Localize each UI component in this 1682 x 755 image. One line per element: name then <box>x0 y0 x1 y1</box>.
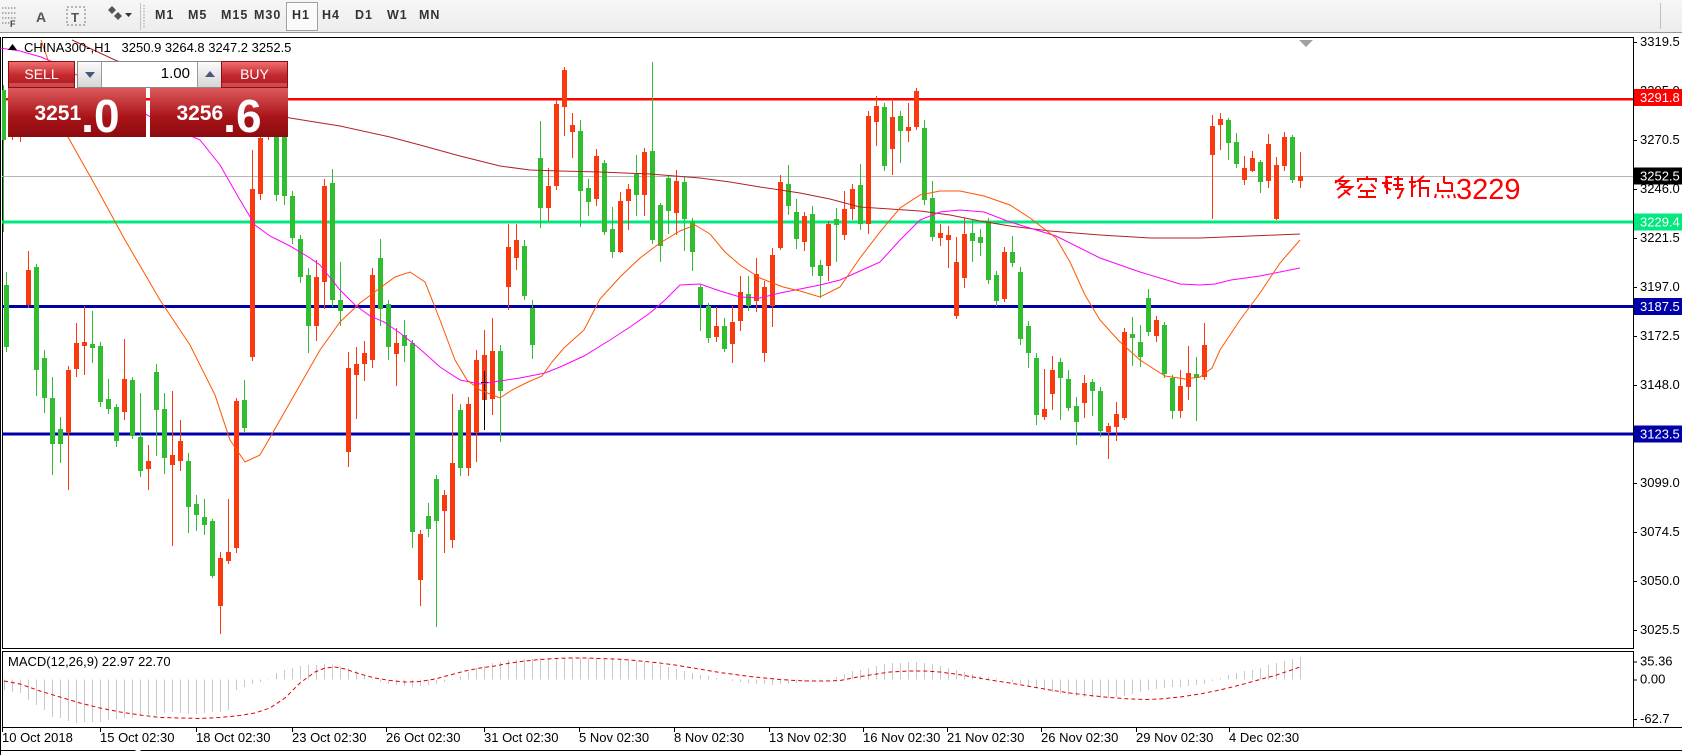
svg-text:8 Nov 02:30: 8 Nov 02:30 <box>674 730 744 745</box>
svg-text:A: A <box>36 9 46 25</box>
svg-text:3291.8: 3291.8 <box>1640 90 1680 105</box>
svg-text:16 Nov 02:30: 16 Nov 02:30 <box>863 730 940 745</box>
svg-text:3172.5: 3172.5 <box>1640 328 1680 343</box>
svg-text:13 Nov 02:30: 13 Nov 02:30 <box>769 730 846 745</box>
svg-text:35.36: 35.36 <box>1640 654 1673 669</box>
svg-text:3099.0: 3099.0 <box>1640 475 1680 490</box>
svg-text:3246.0: 3246.0 <box>1640 181 1680 196</box>
svg-text:3123.5: 3123.5 <box>1640 427 1680 442</box>
svg-text:3050.0: 3050.0 <box>1640 573 1680 588</box>
svg-text:3025.5: 3025.5 <box>1640 622 1680 637</box>
svg-text:3270.5: 3270.5 <box>1640 132 1680 147</box>
svg-text:CHINA300-,H1 3250.9 3264.8 3: CHINA300-,H1 3250.9 3264.8 3247.2 3252.5 <box>24 40 291 55</box>
svg-text:5 Nov 02:30: 5 Nov 02:30 <box>579 730 649 745</box>
svg-text:10 Oct 2018: 10 Oct 2018 <box>2 730 73 745</box>
svg-text:3252.5: 3252.5 <box>1640 169 1680 184</box>
svg-text:15 Oct 02:30: 15 Oct 02:30 <box>100 730 174 745</box>
svg-text:29 Nov 02:30: 29 Nov 02:30 <box>1136 730 1213 745</box>
svg-text:18 Oct 02:30: 18 Oct 02:30 <box>196 730 270 745</box>
svg-text:31 Oct 02:30: 31 Oct 02:30 <box>484 730 558 745</box>
svg-text:21 Nov 02:30: 21 Nov 02:30 <box>947 730 1024 745</box>
svg-text:3197.0: 3197.0 <box>1640 279 1680 294</box>
svg-text:3229: 3229 <box>1456 174 1521 206</box>
svg-text:3229.4: 3229.4 <box>1640 215 1680 230</box>
svg-text:26 Oct 02:30: 26 Oct 02:30 <box>386 730 460 745</box>
svg-text:F: F <box>10 19 16 29</box>
svg-text:3074.5: 3074.5 <box>1640 524 1680 539</box>
svg-text:0.00: 0.00 <box>1640 672 1665 687</box>
svg-text:3148.0: 3148.0 <box>1640 377 1680 392</box>
svg-text:26 Nov 02:30: 26 Nov 02:30 <box>1041 730 1118 745</box>
svg-text:MACD(12,26,9) 22.97 22.70: MACD(12,26,9) 22.97 22.70 <box>8 654 171 669</box>
svg-text:23 Oct 02:30: 23 Oct 02:30 <box>292 730 366 745</box>
svg-text:3221.5: 3221.5 <box>1640 230 1680 245</box>
svg-text:3319.5: 3319.5 <box>1640 34 1680 49</box>
svg-text:-62.7: -62.7 <box>1640 711 1670 726</box>
svg-text:T: T <box>71 10 79 25</box>
svg-text:4 Dec 02:30: 4 Dec 02:30 <box>1229 730 1299 745</box>
svg-text:3187.5: 3187.5 <box>1640 299 1680 314</box>
